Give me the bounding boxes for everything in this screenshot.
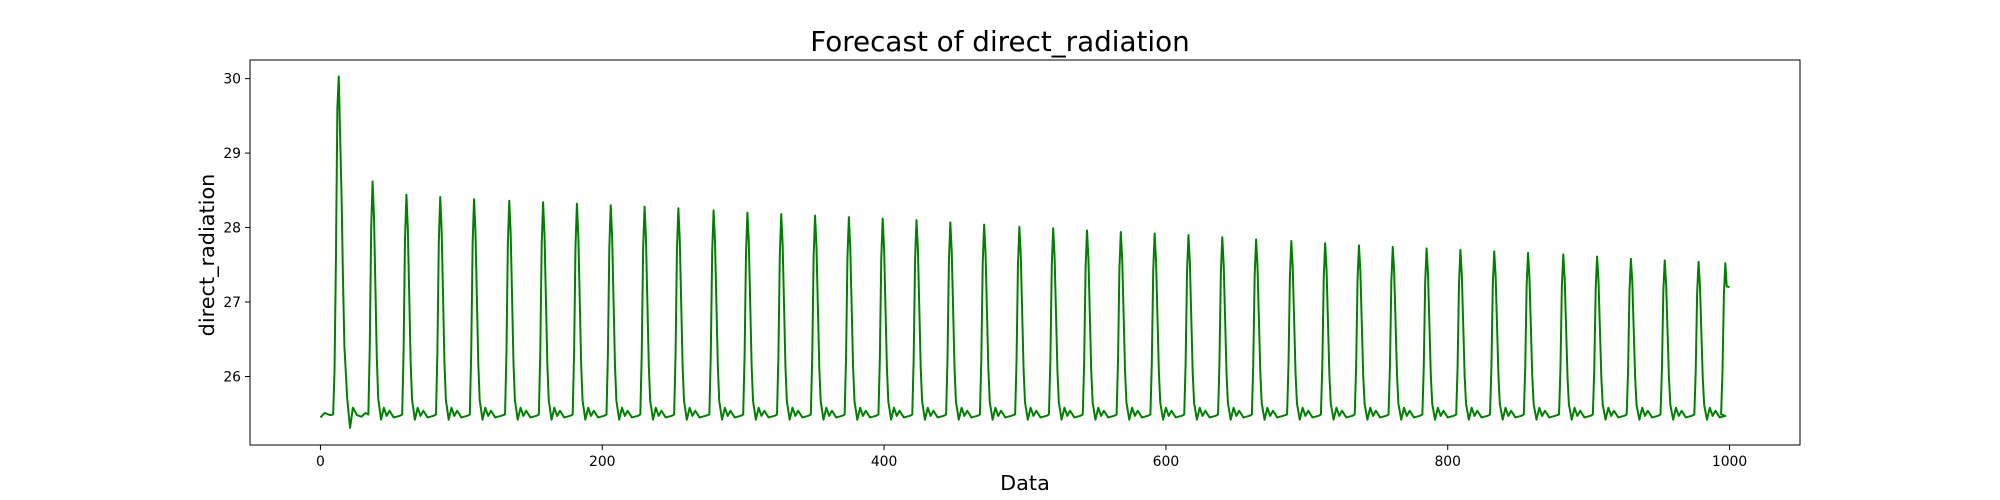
y-axis-label: direct_radiation bbox=[195, 174, 219, 337]
plot-area bbox=[249, 59, 1801, 446]
x-axis-label: Data bbox=[1000, 471, 1050, 495]
y-axis: 26 27 28 29 30 bbox=[223, 72, 250, 385]
y-tick-label: 27 bbox=[223, 295, 241, 311]
x-tick-label: 200 bbox=[589, 454, 616, 470]
x-tick-label: 0 bbox=[316, 454, 325, 470]
y-tick-label: 29 bbox=[223, 146, 241, 162]
chart-title: Forecast of direct_radiation bbox=[810, 25, 1190, 58]
x-tick-label: 1000 bbox=[1712, 454, 1747, 470]
forecast-line bbox=[319, 75, 1730, 429]
y-tick-label: 26 bbox=[223, 369, 241, 385]
x-tick-label: 400 bbox=[871, 454, 898, 470]
x-tick-label: 800 bbox=[1434, 454, 1461, 470]
x-tick-label: 600 bbox=[1153, 454, 1180, 470]
y-tick-label: 30 bbox=[223, 72, 241, 88]
y-tick-label: 28 bbox=[223, 221, 241, 237]
x-axis: 0 200 400 600 800 1000 bbox=[316, 445, 1747, 470]
